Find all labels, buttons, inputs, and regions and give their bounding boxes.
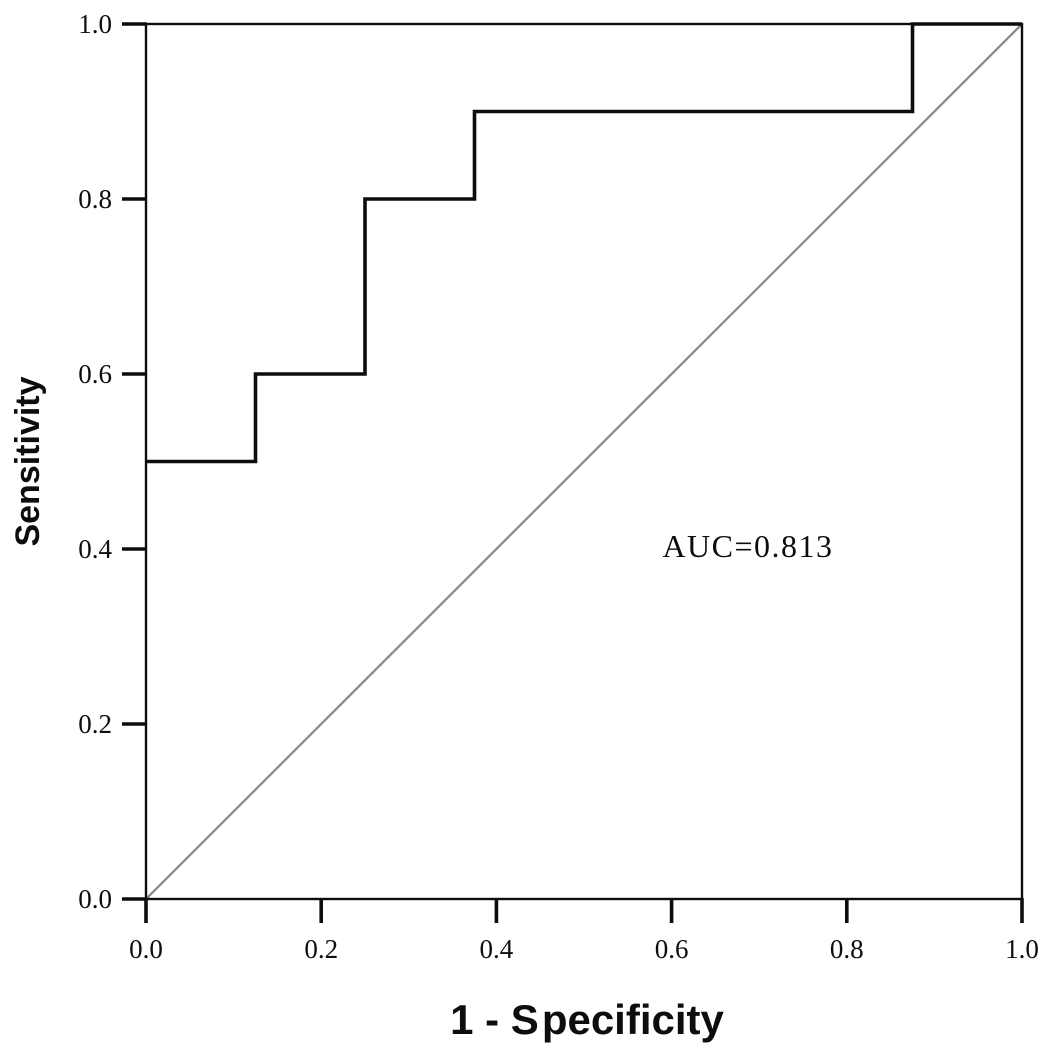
svg-text:1.0: 1.0 [78,9,112,39]
svg-text:0.0: 0.0 [78,884,112,914]
svg-text:1.0: 1.0 [1005,934,1039,964]
svg-text:0.6: 0.6 [655,934,689,964]
svg-text:0.2: 0.2 [304,934,338,964]
svg-text:0.4: 0.4 [78,534,112,564]
svg-text:0.8: 0.8 [830,934,864,964]
svg-text:AUC=0.813: AUC=0.813 [662,528,833,564]
svg-text:Sensitivity: Sensitivity [9,376,47,546]
svg-text:0.0: 0.0 [129,934,163,964]
svg-text:0.8: 0.8 [78,184,112,214]
svg-text:0.6: 0.6 [78,359,112,389]
svg-text:1 - Specificity: 1 - Specificity [450,996,724,1043]
svg-text:0.2: 0.2 [78,709,112,739]
svg-text:0.4: 0.4 [480,934,514,964]
